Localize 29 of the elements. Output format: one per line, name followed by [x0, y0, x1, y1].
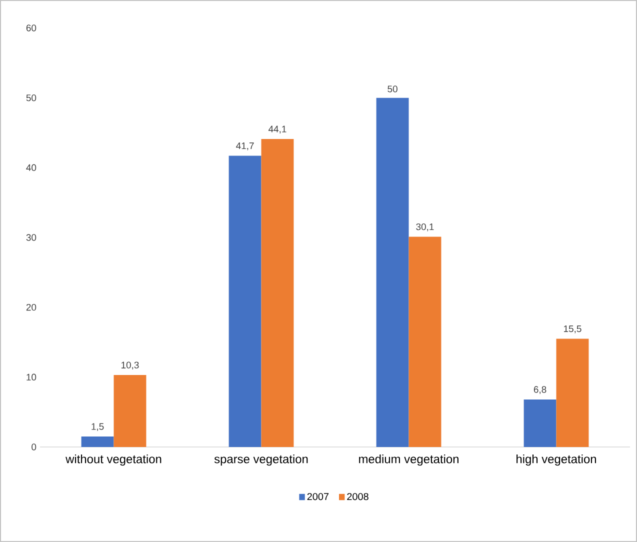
bar	[114, 375, 146, 447]
data-label: 44,1	[268, 126, 286, 134]
data-label: 1,5	[92, 423, 104, 431]
bar	[556, 338, 589, 447]
bar	[376, 98, 409, 447]
y-tick-label: 30	[26, 234, 36, 241]
y-tick-label: 40	[26, 164, 36, 172]
y-tick-label: 0	[32, 444, 36, 450]
bar	[261, 139, 294, 447]
y-tick-label: 50	[26, 94, 36, 102]
data-label: 10,3	[121, 362, 139, 370]
y-tick-label: 60	[26, 24, 36, 32]
data-label: 41,7	[236, 142, 254, 150]
bar	[228, 156, 262, 447]
y-tick-label: 20	[26, 304, 36, 311]
x-tick-label: medium vegetation	[359, 454, 458, 466]
data-label: 50	[388, 86, 398, 92]
x-tick-label: high vegetation	[516, 454, 596, 466]
bar	[524, 400, 556, 447]
bar	[408, 236, 442, 447]
y-tick-label: 10	[26, 374, 36, 381]
data-label: 6,8	[534, 386, 546, 394]
x-tick-label: without vegetation	[66, 454, 162, 466]
legend-label: 2007	[307, 493, 329, 500]
legend-label: 2008	[347, 493, 368, 500]
data-label: 30,1	[416, 223, 434, 232]
x-tick-label: sparse vegetation	[214, 454, 308, 466]
data-label: 15,5	[564, 326, 582, 334]
bar	[81, 436, 114, 447]
